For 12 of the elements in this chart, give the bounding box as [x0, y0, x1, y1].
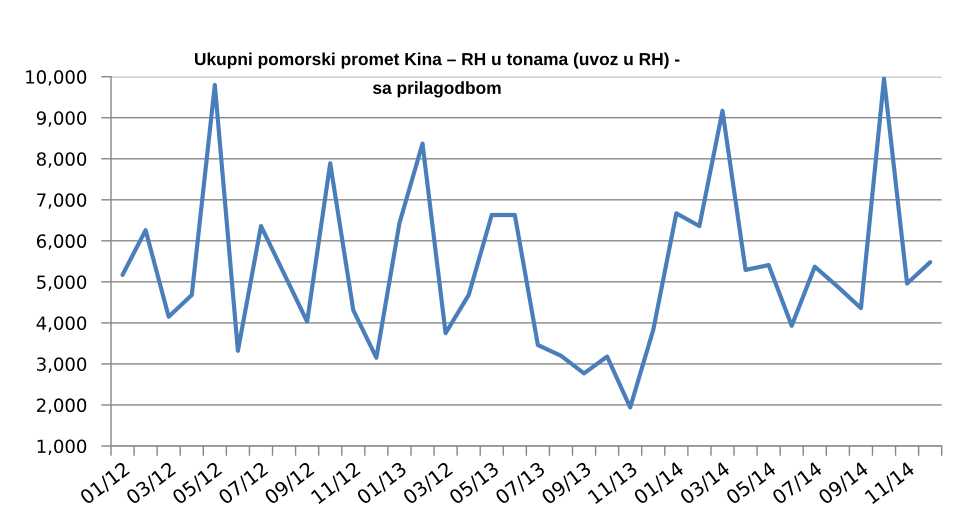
- y-tick-label: 10,000: [26, 70, 86, 86]
- y-tick-label: 9,000: [36, 111, 86, 127]
- y-tick-label: 5,000: [37, 275, 86, 291]
- y-tick-label: 8,000: [36, 152, 86, 168]
- y-tick-label: 2,000: [37, 398, 86, 414]
- y-tick-label: 7,000: [37, 193, 86, 209]
- y-tick-label: 3,000: [37, 357, 86, 373]
- y-tick-label: 1,000: [38, 439, 86, 455]
- y-tick-label: 6,000: [36, 234, 86, 250]
- chart-title: Ukupni pomorski promet Kina – RH u tonama (uvoz u RH) - sa prilagodbom: [194, 52, 680, 98]
- line-series: [120, 76, 932, 410]
- y-tick-label: 4,000: [36, 316, 86, 332]
